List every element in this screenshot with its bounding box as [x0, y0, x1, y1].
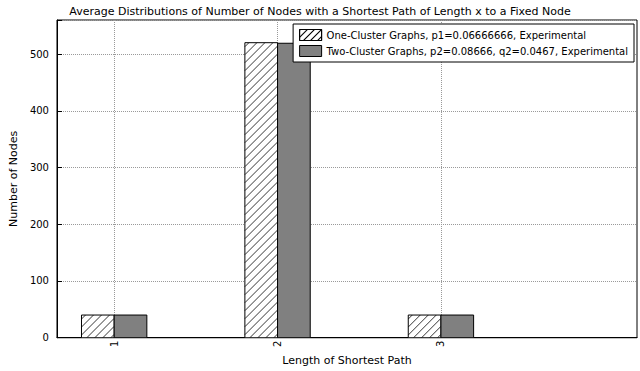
svg-text:300: 300: [30, 162, 49, 173]
svg-text:3: 3: [435, 341, 446, 347]
svg-text:Average Distributions of Numbe: Average Distributions of Number of Nodes…: [69, 5, 571, 18]
svg-text:One-Cluster Graphs, p1=0.06666: One-Cluster Graphs, p1=0.06666666, Exper…: [327, 30, 586, 41]
svg-text:200: 200: [30, 219, 49, 230]
svg-text:Length of Shortest Path: Length of Shortest Path: [282, 354, 412, 367]
svg-text:0: 0: [43, 332, 49, 343]
svg-text:1: 1: [109, 341, 120, 347]
svg-text:2: 2: [272, 341, 283, 347]
svg-text:400: 400: [30, 105, 49, 116]
svg-text:Two-Cluster Graphs, p2=0.08666: Two-Cluster Graphs, p2=0.08666, q2=0.046…: [326, 46, 628, 57]
svg-text:Number of Nodes: Number of Nodes: [7, 130, 20, 226]
svg-text:100: 100: [30, 275, 49, 286]
svg-text:500: 500: [30, 49, 49, 60]
